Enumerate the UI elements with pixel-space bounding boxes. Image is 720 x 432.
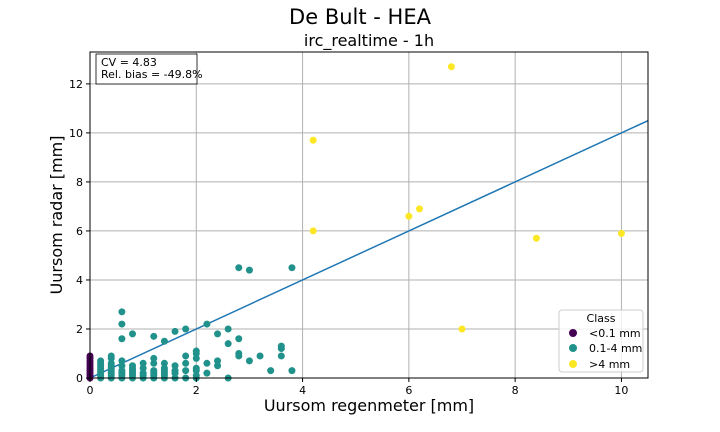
data-point-class-0-1-to-4 xyxy=(118,335,126,343)
legend: Class <0.1 mm 0.1-4 mm >4 mm xyxy=(558,309,644,373)
data-point-class-0-1-to-4 xyxy=(192,372,200,380)
data-point-class-0-1-to-4 xyxy=(224,340,232,348)
data-point-class-0-1-to-4 xyxy=(171,362,179,370)
stats-box: CV = 4.83 Rel. bias = -49.8% xyxy=(95,53,203,85)
grid xyxy=(89,52,648,379)
y-tick-label: 8 xyxy=(76,176,83,189)
data-point-class-0-1-to-4 xyxy=(139,364,147,372)
legend-marker-above-4 xyxy=(569,360,577,368)
data-point-class-0-1-to-4 xyxy=(214,330,222,338)
data-point-class-0-1-to-4 xyxy=(150,367,158,375)
stats-cv: CV = 4.83 xyxy=(101,56,157,69)
data-point-class-0-1-to-4 xyxy=(139,369,147,377)
legend-marker-0-1-to-4 xyxy=(569,344,577,352)
data-point-class-0-1-to-4 xyxy=(277,342,285,350)
data-point-class-0-1-to-4 xyxy=(182,352,190,360)
data-point-class-0-1-to-4 xyxy=(245,266,253,274)
legend-label-below-0-1: <0.1 mm xyxy=(589,327,641,340)
chart-title: De Bult - HEA xyxy=(289,5,432,29)
data-point-class-0-1-to-4 xyxy=(235,349,243,357)
data-point-class-0-1-to-4 xyxy=(288,367,296,375)
data-point-class-0-1-to-4 xyxy=(107,359,115,367)
data-point-class-0-1-to-4 xyxy=(214,357,222,365)
data-point-class-0-1-to-4 xyxy=(160,364,168,372)
data-point-class-above-4 xyxy=(447,63,455,71)
data-point-class-0-1-to-4 xyxy=(107,352,115,360)
data-point-class-0-1-to-4 xyxy=(182,325,190,333)
stats-bias: Rel. bias = -49.8% xyxy=(101,68,203,81)
data-point-class-0-1-to-4 xyxy=(171,367,179,375)
x-tick-label: 10 xyxy=(614,384,628,397)
x-axis-label: Uursom regenmeter [mm] xyxy=(264,396,474,415)
x-tick-label: 0 xyxy=(87,384,94,397)
chart-subtitle: irc_realtime - 1h xyxy=(304,31,434,51)
x-tick-label: 6 xyxy=(405,384,412,397)
data-point-class-0-1-to-4 xyxy=(150,359,158,367)
data-point-class-0-1-to-4 xyxy=(129,362,137,370)
data-point-class-0-1-to-4 xyxy=(97,357,105,365)
y-tick-label: 6 xyxy=(76,225,83,238)
data-point-class-above-4 xyxy=(309,227,317,235)
data-point-class-0-1-to-4 xyxy=(118,362,126,370)
data-point-class-0-1-to-4 xyxy=(235,264,243,272)
data-point-class-above-4 xyxy=(309,136,317,144)
data-point-class-0-1-to-4 xyxy=(150,354,158,362)
plot-frame xyxy=(89,51,649,379)
data-point-class-0-1-to-4 xyxy=(267,367,275,375)
legend-marker-below-0-1 xyxy=(569,329,577,337)
data-point-class-0-1-to-4 xyxy=(245,357,253,365)
y-tick-label: 0 xyxy=(76,372,83,385)
data-point-class-0-1-to-4 xyxy=(192,347,200,355)
data-point-class-0-1-to-4 xyxy=(203,320,211,328)
data-point-class-0-1-to-4 xyxy=(118,320,126,328)
data-point-class-0-1-to-4 xyxy=(160,359,168,367)
y-axis-label: Uursom radar [mm] xyxy=(47,136,66,295)
data-point-class-above-4 xyxy=(458,325,466,333)
data-point-class-0-1-to-4 xyxy=(118,357,126,365)
data-point-class-0-1-to-4 xyxy=(192,364,200,372)
data-point-class-0-1-to-4 xyxy=(224,325,232,333)
data-point-class-above-4 xyxy=(532,234,540,242)
data-point-class-0-1-to-4 xyxy=(277,352,285,360)
data-point-class-0-1-to-4 xyxy=(203,369,211,377)
data-point-class-above-4 xyxy=(617,229,625,237)
data-point-class-0-1-to-4 xyxy=(150,332,158,340)
data-point-class-0-1-to-4 xyxy=(160,337,168,345)
y-tick-label: 2 xyxy=(76,323,83,336)
data-point-class-0-1-to-4 xyxy=(235,335,243,343)
y-tick-label: 12 xyxy=(69,78,83,91)
data-point-class-0-1-to-4 xyxy=(288,264,296,272)
data-point-class-0-1-to-4 xyxy=(214,362,222,370)
x-tick-label: 8 xyxy=(512,384,519,397)
data-point-class-0-1-to-4 xyxy=(182,359,190,367)
legend-label-0-1-to-4: 0.1-4 mm xyxy=(589,342,642,355)
data-point-class-0-1-to-4 xyxy=(203,359,211,367)
data-point-class-0-1-to-4 xyxy=(129,330,137,338)
data-point-class-above-4 xyxy=(415,205,423,213)
data-point-class-above-4 xyxy=(405,212,413,220)
fit-line xyxy=(89,119,649,379)
x-tick-label: 4 xyxy=(299,384,306,397)
data-point-class-0-1-to-4 xyxy=(139,359,147,367)
y-tick-label: 4 xyxy=(76,274,83,287)
data-points xyxy=(86,63,625,382)
axis-ticks: 0 2 4 6 8 10 0 2 4 6 8 10 12 xyxy=(69,78,628,397)
legend-label-above-4: >4 mm xyxy=(589,358,630,371)
data-point-class-0-1-to-4 xyxy=(256,352,264,360)
data-point-class-0-1-to-4 xyxy=(171,327,179,335)
data-point-class-0-1-to-4 xyxy=(118,308,126,316)
y-tick-label: 10 xyxy=(69,127,83,140)
data-point-class-0-1-to-4 xyxy=(182,367,190,375)
legend-title: Class xyxy=(587,312,616,325)
x-tick-label: 2 xyxy=(193,384,200,397)
data-point-class-0-1-to-4 xyxy=(118,367,126,375)
data-point-class-0-1-to-4 xyxy=(192,354,200,362)
